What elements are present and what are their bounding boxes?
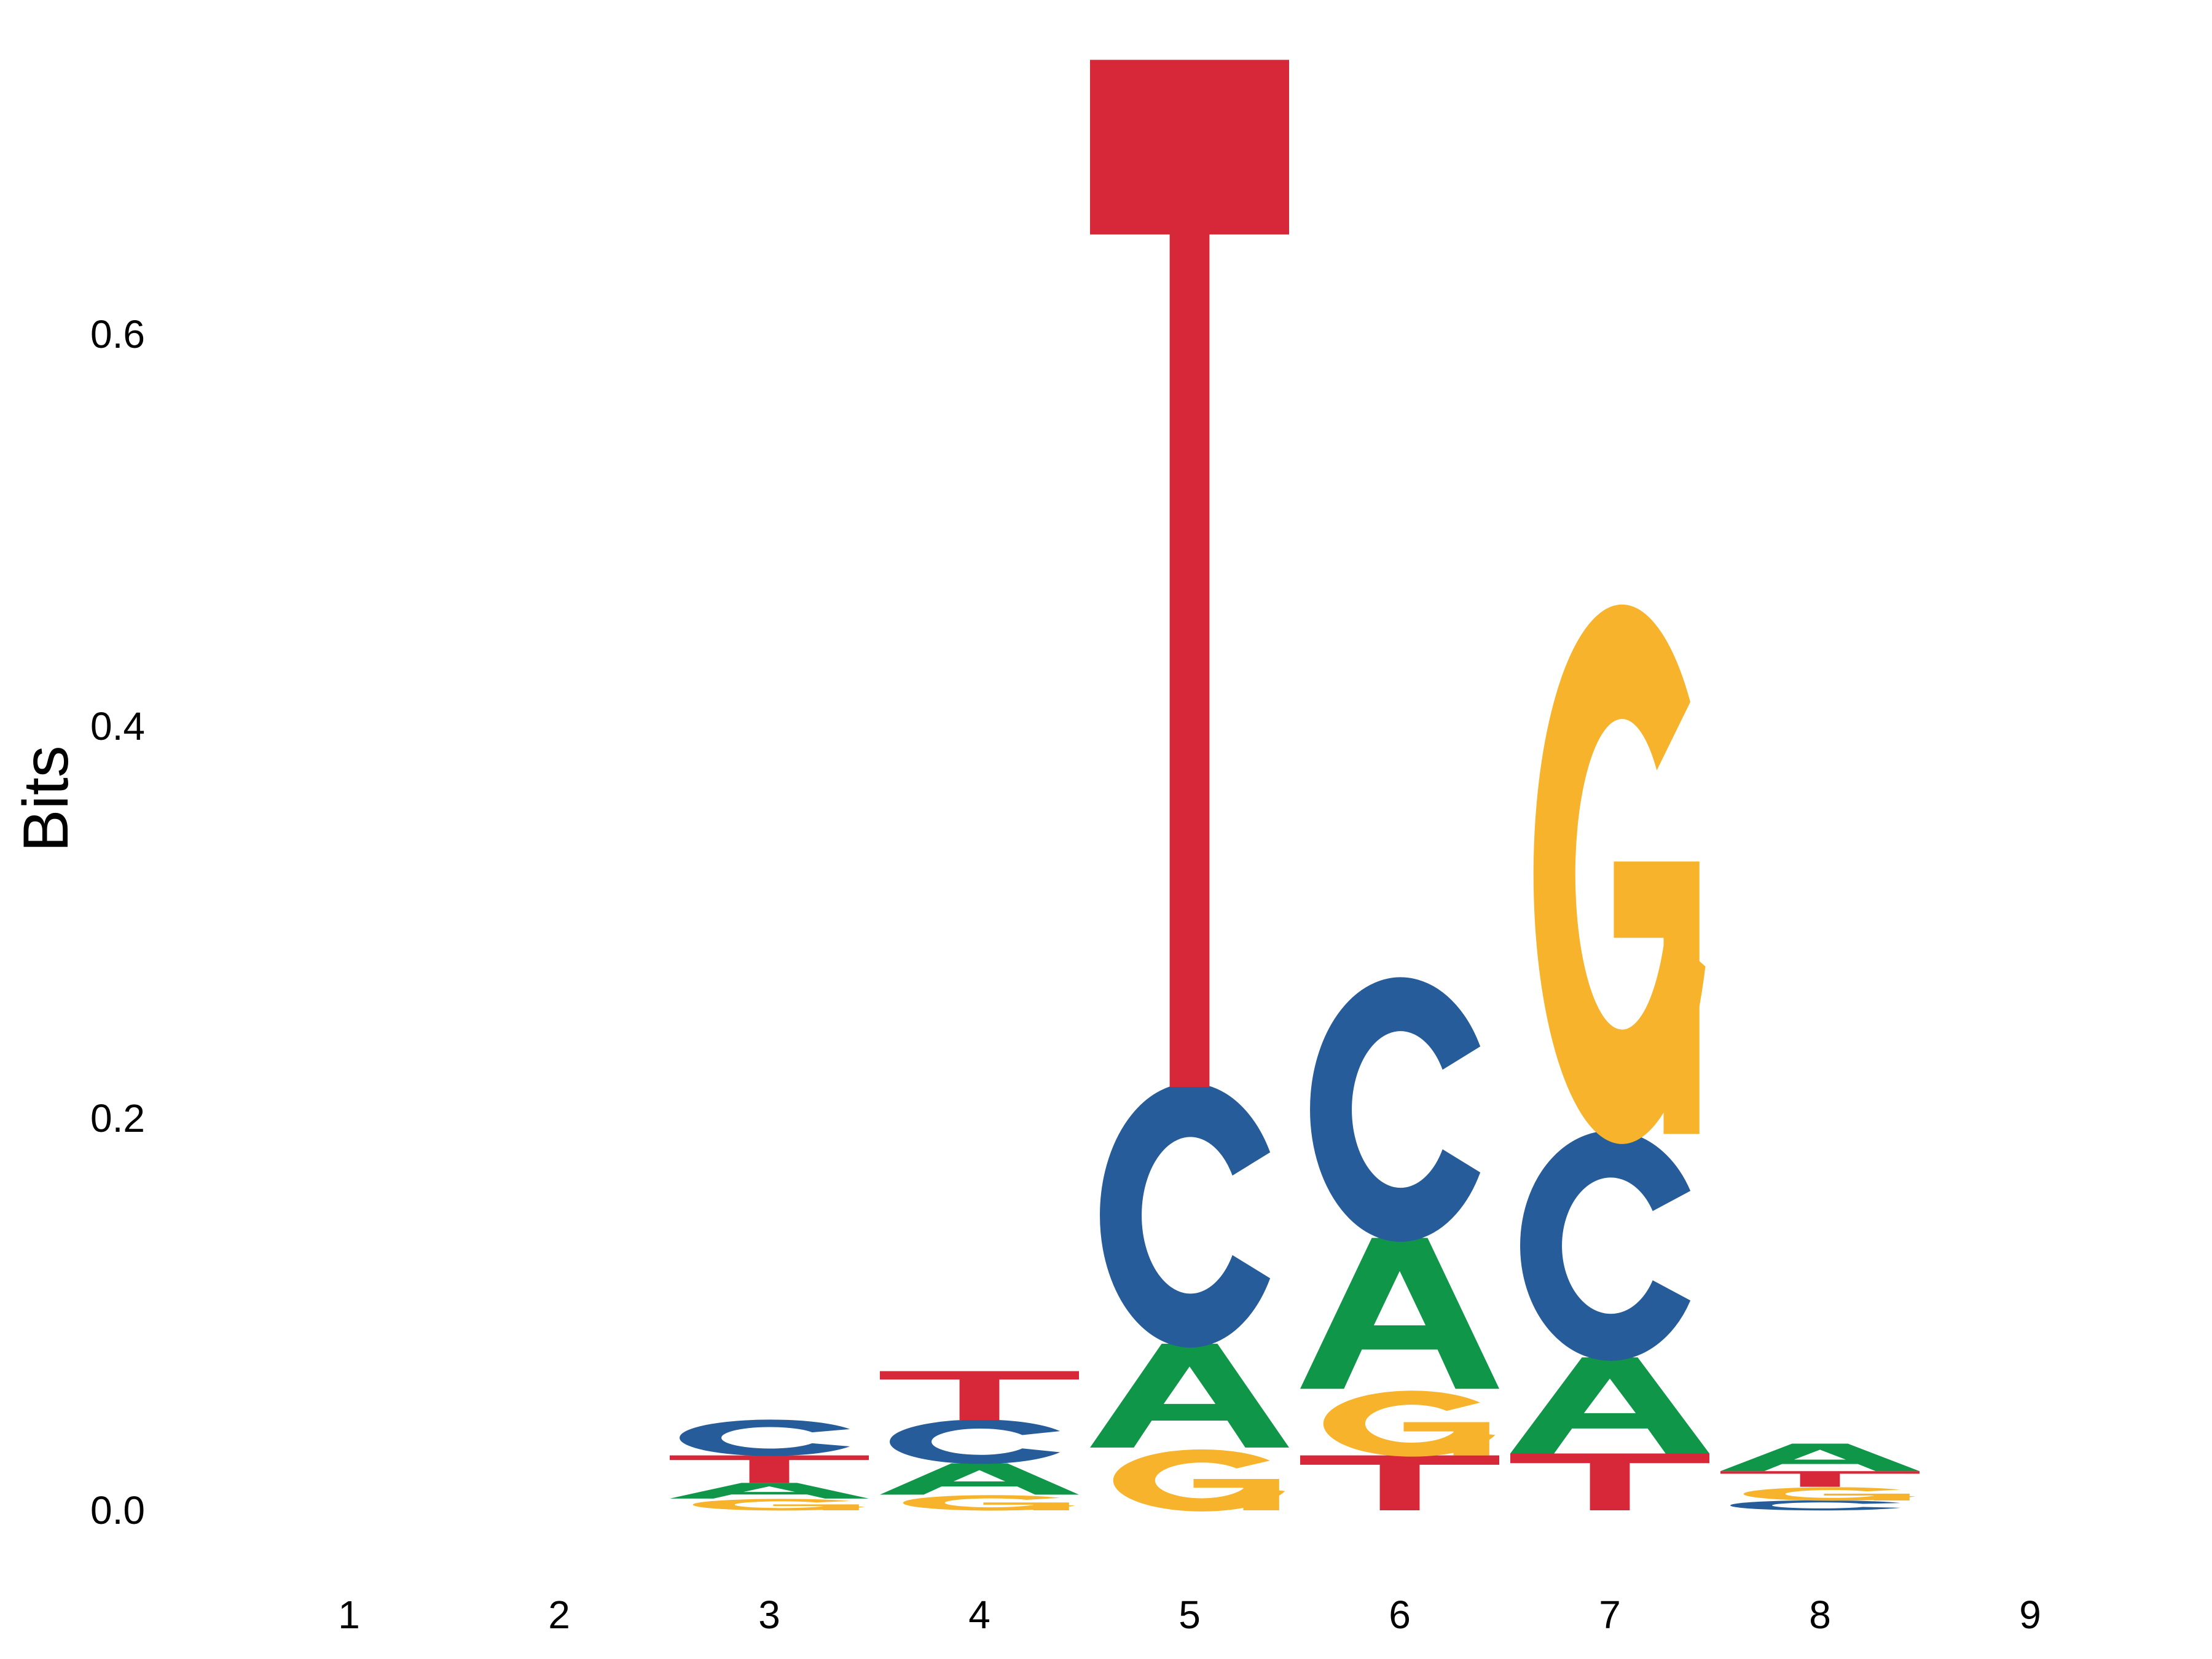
x-axis: 1 2 3 4 5 6 7 8 9	[338, 1593, 2041, 1637]
logo-letter-t	[1510, 1453, 1709, 1510]
logo-letters	[670, 60, 1920, 1512]
logo-letter-t	[670, 1455, 869, 1483]
logo-letter-t	[880, 1371, 1079, 1421]
logo-letter-c	[680, 1419, 850, 1456]
logo-letter-g	[1743, 1487, 1916, 1501]
logo-letter-t	[1300, 1455, 1499, 1510]
logo-letter-t	[1090, 60, 1289, 1087]
y-tick-label: 0.6	[90, 312, 145, 356]
logo-letter-g	[903, 1495, 1075, 1511]
logo-letter-c	[1100, 1083, 1271, 1348]
logo-letter-g	[1323, 1390, 1496, 1457]
y-axis: 0.0 0.2 0.4 0.6	[90, 312, 145, 1532]
y-axis-title: Bits	[10, 745, 82, 852]
y-tick-label: 0.0	[90, 1488, 145, 1532]
y-tick-label: 0.2	[90, 1096, 145, 1140]
logo-letter-a	[1720, 1443, 1920, 1472]
x-tick-label: 7	[1599, 1593, 1621, 1637]
logo-letter-c	[1310, 977, 1481, 1242]
x-tick-label: 6	[1389, 1593, 1411, 1637]
x-tick-label: 8	[1809, 1593, 1831, 1637]
y-tick-label: 0.4	[90, 704, 145, 748]
logo-letter-a	[1300, 1237, 1499, 1389]
logo-letter-c	[890, 1419, 1061, 1464]
logo-letter-t	[1720, 1471, 1920, 1487]
x-tick-label: 9	[2019, 1593, 2041, 1637]
x-tick-label: 2	[548, 1593, 570, 1637]
x-tick-label: 4	[968, 1593, 990, 1637]
logo-letter-g	[692, 1499, 865, 1511]
x-tick-label: 5	[1179, 1593, 1201, 1637]
logo-letter-a	[1090, 1343, 1289, 1448]
logo-letter-a	[670, 1483, 869, 1499]
x-tick-label: 3	[758, 1593, 780, 1637]
logo-letter-g	[1113, 1449, 1285, 1512]
x-tick-label: 1	[338, 1593, 360, 1637]
logo-letter-g	[1533, 604, 1706, 1144]
logo-letter-c	[1730, 1500, 1901, 1511]
logo-letter-c	[1520, 1131, 1691, 1361]
logo-letter-a	[880, 1463, 1079, 1495]
logo-letter-a	[1510, 1357, 1709, 1454]
